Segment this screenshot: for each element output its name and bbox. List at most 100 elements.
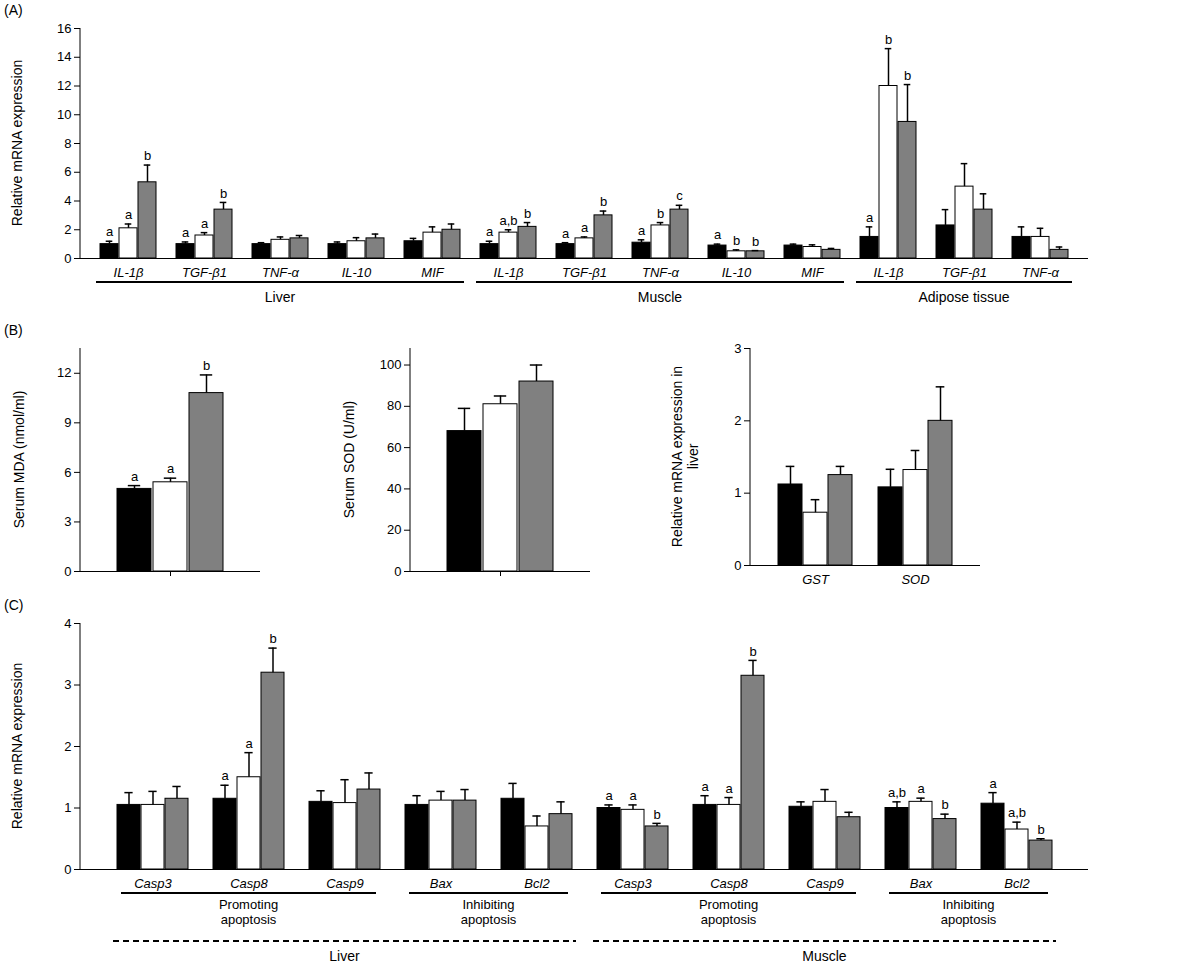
svg-text:1: 1 <box>64 800 71 815</box>
svg-text:IL-10: IL-10 <box>342 265 372 280</box>
svg-text:a: a <box>629 788 637 803</box>
svg-text:3: 3 <box>64 677 71 692</box>
svg-text:0: 0 <box>394 564 401 579</box>
svg-text:TGF-β1: TGF-β1 <box>942 265 987 280</box>
svg-text:Casp3: Casp3 <box>614 876 652 891</box>
svg-text:b: b <box>733 233 740 248</box>
svg-text:a: a <box>201 216 209 231</box>
svg-text:6: 6 <box>64 465 71 480</box>
svg-text:Liver: Liver <box>329 948 360 964</box>
svg-text:a: a <box>131 469 139 484</box>
svg-text:Casp3: Casp3 <box>134 876 172 891</box>
svg-text:12: 12 <box>57 78 71 93</box>
svg-text:a: a <box>486 224 494 239</box>
svg-text:b: b <box>749 644 756 659</box>
svg-text:60: 60 <box>387 440 401 455</box>
svg-text:Bcl2: Bcl2 <box>1004 876 1030 891</box>
svg-text:a: a <box>221 768 229 783</box>
svg-text:a: a <box>989 776 997 791</box>
svg-text:9: 9 <box>64 415 71 430</box>
svg-text:Relative mRNA expression: Relative mRNA expression <box>9 663 25 830</box>
svg-text:Serum MDA (nmol/ml): Serum MDA (nmol/ml) <box>11 391 27 529</box>
svg-text:b: b <box>941 797 948 812</box>
svg-text:Liver: Liver <box>265 289 296 305</box>
svg-text:b: b <box>904 68 911 83</box>
svg-text:(A): (A) <box>4 2 23 18</box>
svg-text:a: a <box>701 779 709 794</box>
svg-text:TGF-β1: TGF-β1 <box>562 265 607 280</box>
svg-text:14: 14 <box>57 49 71 64</box>
svg-text:Muscle: Muscle <box>638 289 683 305</box>
svg-text:a: a <box>725 781 733 796</box>
svg-text:2: 2 <box>64 739 71 754</box>
svg-text:a: a <box>866 210 874 225</box>
svg-text:IL-1β: IL-1β <box>114 265 144 280</box>
svg-text:2: 2 <box>64 222 71 237</box>
svg-text:0: 0 <box>64 862 71 877</box>
svg-text:0: 0 <box>64 564 71 579</box>
svg-text:a,b: a,b <box>1008 805 1026 820</box>
svg-text:3: 3 <box>734 341 741 356</box>
svg-text:b: b <box>144 148 151 163</box>
svg-text:TNF-α: TNF-α <box>262 265 300 280</box>
svg-text:a: a <box>917 781 925 796</box>
svg-text:Adipose tissue: Adipose tissue <box>918 289 1009 305</box>
svg-text:4: 4 <box>64 616 71 631</box>
svg-text:b: b <box>600 194 607 209</box>
svg-text:b: b <box>269 631 276 646</box>
svg-text:a: a <box>125 207 133 222</box>
svg-text:a: a <box>562 226 570 241</box>
svg-text:(C): (C) <box>4 597 23 613</box>
svg-text:Relative mRNA expression inliv: Relative mRNA expression inliver <box>669 366 701 547</box>
svg-text:GST: GST <box>802 572 830 587</box>
svg-text:Casp8: Casp8 <box>230 876 268 891</box>
svg-text:IL-10: IL-10 <box>722 265 752 280</box>
svg-text:Casp9: Casp9 <box>806 876 844 891</box>
svg-text:3: 3 <box>64 514 71 529</box>
svg-text:Inhibitingapoptosis: Inhibitingapoptosis <box>461 897 517 927</box>
svg-text:10: 10 <box>57 107 71 122</box>
svg-text:12: 12 <box>57 365 71 380</box>
svg-text:Casp9: Casp9 <box>326 876 364 891</box>
svg-text:Inhibitingapoptosis: Inhibitingapoptosis <box>941 897 997 927</box>
svg-text:b: b <box>657 206 664 221</box>
svg-text:b: b <box>653 807 660 822</box>
svg-text:a,b: a,b <box>888 785 906 800</box>
svg-text:Casp8: Casp8 <box>710 876 748 891</box>
svg-text:Bcl2: Bcl2 <box>524 876 550 891</box>
svg-text:MIF: MIF <box>421 265 444 280</box>
svg-text:80: 80 <box>387 398 401 413</box>
svg-text:100: 100 <box>380 357 402 372</box>
svg-text:b: b <box>1037 822 1044 837</box>
svg-text:IL-1β: IL-1β <box>494 265 524 280</box>
svg-text:b: b <box>203 358 210 373</box>
svg-text:Relative mRNA expression: Relative mRNA expression <box>9 60 25 227</box>
svg-text:a: a <box>714 227 722 242</box>
svg-text:SOD: SOD <box>901 572 929 587</box>
svg-text:b: b <box>885 32 892 47</box>
svg-text:Bax: Bax <box>910 876 933 891</box>
svg-text:a: a <box>245 736 253 751</box>
svg-text:20: 20 <box>387 522 401 537</box>
svg-text:TNF-α: TNF-α <box>642 265 680 280</box>
svg-text:b: b <box>220 186 227 201</box>
svg-text:a: a <box>638 223 646 238</box>
svg-text:b: b <box>524 206 531 221</box>
svg-text:a: a <box>581 220 589 235</box>
svg-text:40: 40 <box>387 481 401 496</box>
svg-text:MIF: MIF <box>801 265 824 280</box>
svg-text:1: 1 <box>734 485 741 500</box>
svg-text:2: 2 <box>734 413 741 428</box>
svg-text:(B): (B) <box>4 322 23 338</box>
svg-text:IL-1β: IL-1β <box>874 265 904 280</box>
svg-text:Serum SOD (U/ml): Serum SOD (U/ml) <box>341 401 357 518</box>
svg-text:b: b <box>752 234 759 249</box>
svg-text:a: a <box>605 788 613 803</box>
svg-text:6: 6 <box>64 164 71 179</box>
svg-text:c: c <box>676 188 683 203</box>
svg-text:a: a <box>182 225 190 240</box>
svg-text:Promotingapoptosis: Promotingapoptosis <box>699 897 758 927</box>
svg-text:a: a <box>167 461 175 476</box>
svg-text:8: 8 <box>64 136 71 151</box>
svg-text:4: 4 <box>64 193 71 208</box>
